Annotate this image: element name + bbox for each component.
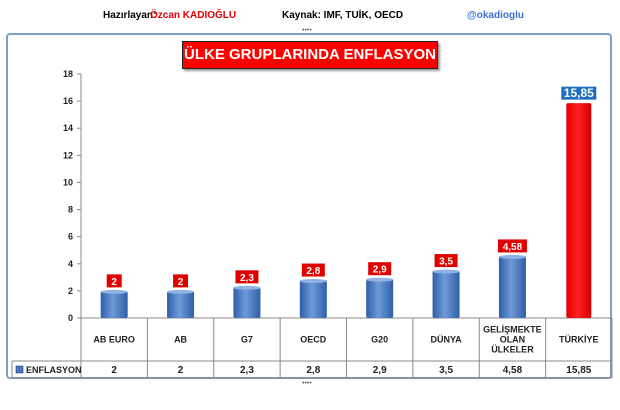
bar [366,278,394,318]
data-label: 2,9 [373,265,387,276]
x-tick-label: AB EURO [93,335,135,345]
author-name: Özcan KADIOĞLU [150,10,237,21]
bar-top-cap [366,277,394,282]
table-value-cell: 15,85 [566,365,591,376]
data-label: 4,58 [503,242,523,253]
y-tick-label: 2 [68,286,73,296]
chart-title: ÜLKE GRUPLARINDA ENFLASYON [182,41,438,69]
data-label-box [172,273,190,289]
data-label-box [300,262,326,278]
legend-series-name: ENFLASYON [26,365,82,375]
twitter-handle: @okadioglu [467,10,524,21]
x-tick-label: AB [174,335,187,345]
data-label: 2,8 [306,266,320,277]
source-text: Kaynak: IMF, TUİK, OECD [282,10,404,21]
data-label-box [560,85,598,101]
x-tick-label: OECD [300,335,327,345]
y-tick-label: 12 [63,150,73,160]
table-value-cell: 3,5 [439,365,453,376]
y-tick-label: 18 [63,69,73,79]
x-tick-label: DÜNYA [430,335,462,345]
bar-top-cap [100,289,128,294]
legend-swatch [15,365,24,374]
data-label: 2,3 [240,273,254,284]
data-label: 15,85 [564,86,594,100]
y-tick-label: 16 [63,96,73,106]
x-tick-label: TÜRKİYE [559,335,599,345]
y-tick-label: 6 [68,232,73,242]
y-tick-label: 4 [68,259,73,269]
table-value-cell: 2 [111,365,117,376]
table-value-cell: 2,3 [240,365,254,376]
bar [498,255,526,318]
bar [566,103,592,319]
table-value-cell: 2,9 [373,365,387,376]
table-value-cell: 2 [178,365,184,376]
bar [100,290,128,318]
bar [233,286,261,318]
data-label-box [367,261,393,277]
bar-top-cap [498,254,526,259]
author-label: Hazırlayan: [103,10,157,21]
page-header: Hazırlayan: Özcan KADIOĞLU Kaynak: IMF, … [0,0,620,28]
bar [167,290,195,318]
bar [432,270,460,318]
bar-top-cap [299,279,327,284]
frame-handle-top: •••• [302,27,312,34]
x-tick-label: GELİŞMEKTE OLAN ÜLKELER [483,325,542,355]
bar-top-cap [167,289,195,294]
bar-top-cap [432,269,460,274]
table-value-cell: 2,8 [306,365,320,376]
data-label-box [433,253,459,269]
data-label: 3,5 [439,257,453,268]
data-label-box [105,273,123,289]
data-label: 2 [178,277,184,288]
data-label-box [234,269,260,285]
bar-top-cap [233,285,261,290]
x-tick-label: G20 [371,335,388,345]
y-tick-label: 14 [63,123,73,133]
y-tick-label: 10 [63,177,73,187]
bar [299,280,327,318]
data-label-box [496,238,528,254]
y-tick-label: 0 [68,313,73,323]
y-tick-label: 8 [68,205,73,215]
table-value-cell: 4,58 [503,365,523,376]
frame-handle-bottom: •••• [302,380,312,387]
data-label: 2 [111,277,117,288]
x-tick-label: G7 [241,335,253,345]
